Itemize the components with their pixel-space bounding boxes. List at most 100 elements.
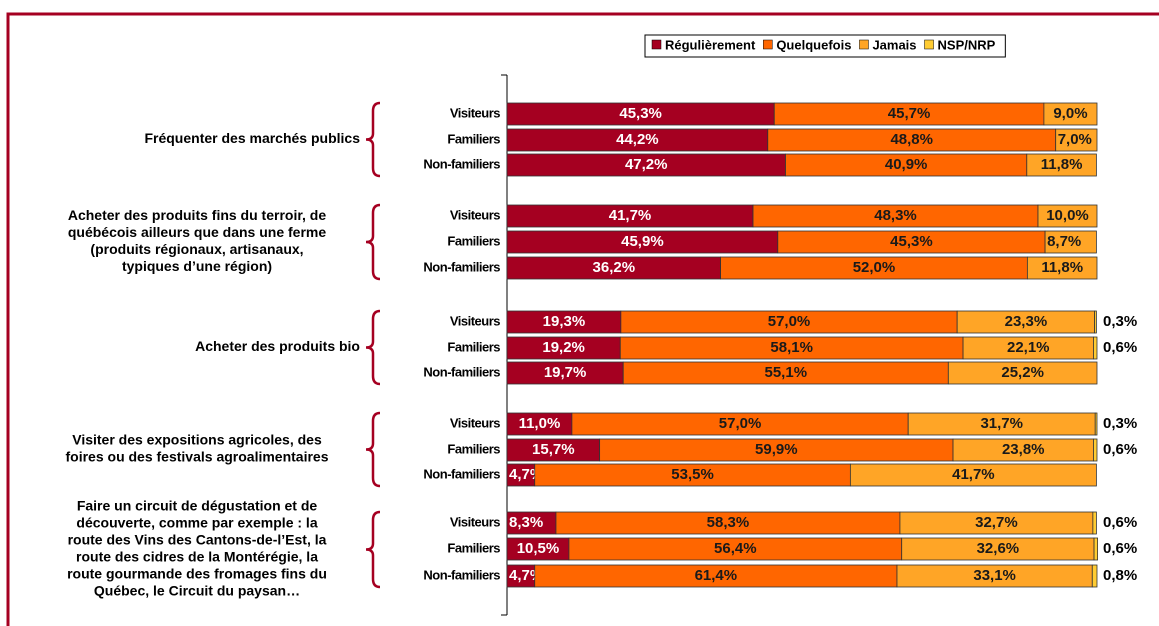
- row-label: Visiteurs: [450, 105, 500, 120]
- value-label: 58,1%: [770, 339, 813, 356]
- value-label: 0,6%: [1103, 514, 1137, 531]
- group-label: Québec, le Circuit du paysan…: [94, 583, 300, 599]
- row-label: Familiers: [447, 131, 500, 146]
- group-label: route des cidres de la Montérégie, la: [76, 549, 318, 565]
- legend-label: Quelquefois: [776, 37, 851, 52]
- legend-box: [644, 34, 1006, 58]
- group-label: Fréquenter des marchés publics: [144, 130, 360, 146]
- value-label: 40,9%: [885, 156, 928, 173]
- value-label: 0,6%: [1103, 339, 1137, 356]
- bar-segment: [1026, 153, 1097, 177]
- value-label: 8,3%: [509, 514, 543, 531]
- legend-label: NSP/NRP: [938, 37, 996, 52]
- value-label: 57,0%: [719, 415, 762, 432]
- value-label: 41,7%: [609, 207, 652, 224]
- group-label: Visiter des expositions agricoles, des: [72, 432, 322, 448]
- legend-label: Régulièrement: [665, 37, 756, 52]
- value-label: 23,8%: [1002, 441, 1045, 458]
- bar-segment: [1044, 230, 1097, 254]
- value-label: 44,2%: [616, 131, 659, 148]
- value-label: 0,6%: [1103, 441, 1137, 458]
- bar-segment: [1094, 310, 1097, 334]
- value-label: 11,0%: [519, 415, 561, 432]
- value-label: 11,8%: [1041, 259, 1083, 276]
- value-label: 19,2%: [542, 339, 585, 356]
- value-label: 53,5%: [671, 466, 714, 483]
- row-label: Non-familiers: [423, 259, 500, 274]
- legend-swatch: [651, 39, 662, 50]
- bar-segment: [1043, 102, 1098, 126]
- value-label: 22,1%: [1007, 339, 1050, 356]
- bar-segment: [1093, 537, 1098, 561]
- row-label: Familiers: [447, 339, 500, 354]
- value-label: 48,8%: [890, 131, 933, 148]
- value-label: 11,8%: [1041, 156, 1083, 173]
- group-label: route des Vins des Cantons-de-l’Est, la: [68, 532, 327, 548]
- value-label: 19,3%: [543, 313, 586, 330]
- bar-segment: [1092, 511, 1097, 535]
- group-label: québécois ailleurs que dans une ferme: [68, 224, 327, 240]
- value-label: 0,8%: [1103, 567, 1137, 584]
- group-label: Faire un circuit de dégustation et de: [77, 498, 318, 514]
- value-label: 58,3%: [707, 514, 750, 531]
- bar-segment: [1093, 336, 1098, 360]
- value-label: 31,7%: [980, 415, 1023, 432]
- value-label: 8,7%: [1047, 233, 1081, 250]
- bar-segment: [1091, 564, 1098, 588]
- value-label: 7,0%: [1058, 131, 1092, 148]
- value-label: 25,2%: [1001, 364, 1044, 381]
- row-label: Non-familiers: [423, 156, 500, 171]
- bar-segment: [947, 361, 1098, 385]
- bar-segment: [1093, 438, 1098, 462]
- value-label: 45,7%: [888, 105, 931, 122]
- row-label: Non-familiers: [423, 364, 500, 379]
- value-label: 52,0%: [853, 259, 896, 276]
- row-label: Visiteurs: [450, 514, 500, 529]
- group-brace: [365, 510, 381, 589]
- bar-segment: [1055, 128, 1098, 152]
- row-label: Visiteurs: [450, 415, 500, 430]
- value-label: 45,9%: [621, 233, 664, 250]
- bar-segment: [849, 463, 1097, 487]
- value-label: 41,7%: [952, 466, 995, 483]
- value-label: 55,1%: [765, 364, 808, 381]
- value-label: 59,9%: [755, 441, 798, 458]
- group-label: Acheter des produits fins du terroir, de: [68, 207, 326, 223]
- value-label: 10,5%: [517, 540, 560, 557]
- legend-swatch: [859, 39, 869, 50]
- value-label: 56,4%: [714, 540, 757, 557]
- group-label: découverte, comme par exemple : la: [76, 515, 317, 531]
- value-label: 61,4%: [695, 567, 738, 584]
- value-label: 45,3%: [890, 233, 933, 250]
- legend-label: Jamais: [872, 37, 916, 52]
- row-label: Non-familiers: [423, 466, 500, 481]
- row-label: Familiers: [447, 540, 500, 555]
- value-label: 32,7%: [975, 514, 1018, 531]
- group-label: Acheter des produits bio: [195, 338, 360, 354]
- value-label: 47,2%: [625, 156, 668, 173]
- value-label: 23,3%: [1005, 313, 1048, 330]
- value-label: 0,3%: [1103, 313, 1137, 330]
- value-label: 32,6%: [977, 540, 1020, 557]
- group-brace: [365, 411, 381, 488]
- value-label: 19,7%: [544, 364, 587, 381]
- row-label: Familiers: [447, 441, 500, 456]
- value-label: 36,2%: [593, 259, 636, 276]
- value-label: 15,7%: [532, 441, 575, 458]
- row-label: Visiteurs: [450, 207, 500, 222]
- value-label: 45,3%: [619, 105, 662, 122]
- frame: [6, 12, 1159, 626]
- value-label: 0,6%: [1103, 540, 1137, 557]
- value-label: 48,3%: [874, 207, 917, 224]
- group-label: typiques d’une région): [122, 258, 272, 274]
- group-brace: [365, 101, 381, 178]
- legend-swatch: [763, 39, 773, 50]
- group-label: foires ou des festivals agroalimentaires: [66, 449, 329, 465]
- bar-segment: [1094, 412, 1098, 436]
- group-brace: [365, 309, 381, 386]
- value-label: 33,1%: [973, 567, 1016, 584]
- group-brace: [365, 203, 381, 281]
- group-label: (produits régionaux, artisanaux,: [90, 241, 303, 257]
- bar-segment: [1026, 256, 1098, 280]
